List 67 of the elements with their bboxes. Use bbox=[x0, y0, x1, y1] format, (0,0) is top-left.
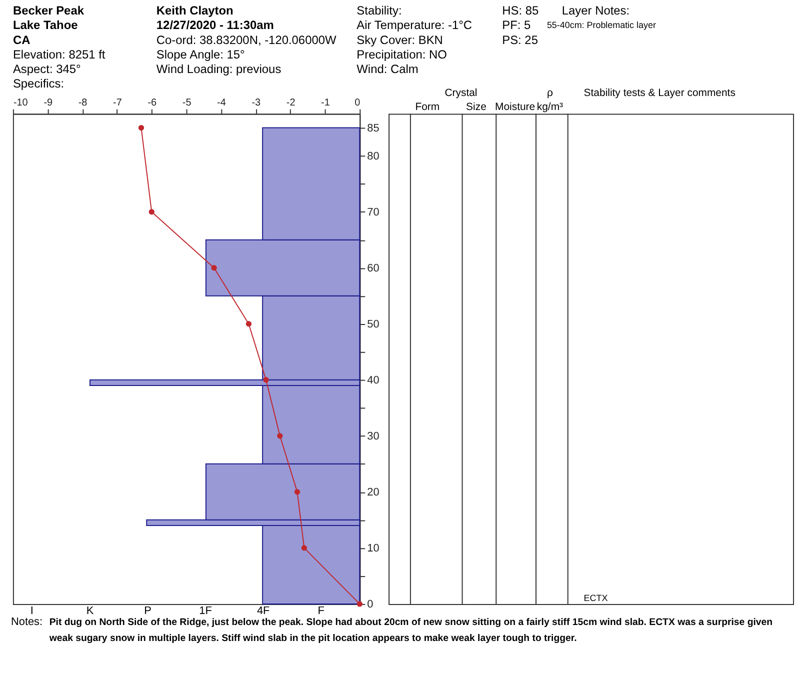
text: Slope Angle: 15° bbox=[156, 47, 246, 62]
x-tick-label: -8 bbox=[78, 97, 88, 108]
text: Crystal bbox=[444, 88, 478, 99]
x-tick-label: -6 bbox=[148, 97, 158, 108]
x-tick-label: -3 bbox=[252, 97, 262, 108]
point bbox=[246, 321, 252, 327]
text: Layer Notes: bbox=[562, 4, 630, 18]
x-tick-label: -4 bbox=[217, 97, 226, 108]
y-tick-label: 85 bbox=[367, 122, 380, 134]
text: Lake Tahoe bbox=[12, 18, 78, 32]
x-tick-label: -5 bbox=[182, 97, 192, 108]
text: I bbox=[30, 604, 34, 617]
y-tick-label: 40 bbox=[367, 374, 380, 386]
text: kg/m³ bbox=[536, 102, 564, 113]
y-tick-label: 30 bbox=[367, 430, 380, 442]
point bbox=[294, 489, 300, 495]
text: K bbox=[86, 604, 94, 617]
point bbox=[148, 209, 154, 215]
x-tick-label: -10 bbox=[13, 97, 28, 108]
text: Keith Clayton bbox=[156, 4, 234, 18]
text: HS: 85 bbox=[502, 4, 539, 18]
text: Co-ord: 38.83200N, -120.06000W bbox=[156, 32, 337, 47]
point bbox=[277, 433, 283, 439]
point bbox=[301, 545, 307, 551]
y-tick-label: 70 bbox=[367, 206, 380, 218]
y-tick-label: 80 bbox=[367, 150, 380, 162]
text: Size bbox=[466, 102, 487, 113]
text: 12/27/2020 - 11:30am bbox=[156, 18, 274, 32]
x-tick-label: -9 bbox=[44, 97, 54, 108]
text: Specifics: bbox=[12, 76, 64, 90]
text: F bbox=[318, 604, 325, 617]
text: Moisture bbox=[495, 102, 536, 113]
y-tick-label: 60 bbox=[367, 262, 380, 274]
point bbox=[138, 124, 144, 131]
x-tick-label: 0 bbox=[354, 97, 361, 108]
text: Elevation: 8251 ft bbox=[12, 47, 106, 62]
text: Aspect: 345° bbox=[12, 62, 81, 76]
point bbox=[356, 601, 362, 607]
text: Stability tests & Layer comments bbox=[584, 88, 736, 99]
text: PS: 25 bbox=[502, 32, 538, 47]
text: Notes: bbox=[10, 616, 43, 628]
text: Wind: Calm bbox=[356, 62, 418, 76]
text: Air Temperature: -1°C bbox=[356, 18, 472, 32]
text: Sky Cover: BKN bbox=[356, 32, 443, 47]
text: Pit dug on North Side of the Ridge, just below the peak. Slope had about 20cm of new snow sitting on a fairly stiff 15cm wind slab. ECTX was a surprise given weak sugary snow in multiple layers. Stiff wind slab in the pit location appears to make weak layer tough to trigger. bbox=[48, 616, 773, 644]
y-tick-label: 10 bbox=[367, 542, 380, 554]
point bbox=[263, 377, 269, 383]
text: CA bbox=[12, 32, 31, 47]
text: ECTX bbox=[584, 592, 608, 603]
text: 4F bbox=[256, 604, 270, 617]
text: 1F bbox=[199, 604, 212, 617]
x-tick-label: -1 bbox=[321, 97, 330, 108]
text: 55-40cm: Problematic layer bbox=[546, 20, 656, 30]
text: Precipitation: NO bbox=[356, 47, 447, 62]
text: PF: 5 bbox=[502, 18, 532, 32]
y-tick-label: 0 bbox=[367, 598, 374, 610]
y-tick-label: 50 bbox=[367, 318, 380, 330]
text: Stability: bbox=[356, 4, 402, 18]
point bbox=[211, 265, 217, 271]
x-tick-label: -7 bbox=[113, 97, 122, 108]
text: Form bbox=[415, 102, 440, 113]
x-tick-label: -2 bbox=[286, 97, 296, 108]
text: P bbox=[144, 604, 152, 617]
y-tick-label: 20 bbox=[367, 486, 380, 498]
text: Becker Peak bbox=[12, 4, 84, 18]
text: Wind Loading: previous bbox=[156, 62, 282, 76]
text: ρ bbox=[546, 88, 553, 99]
